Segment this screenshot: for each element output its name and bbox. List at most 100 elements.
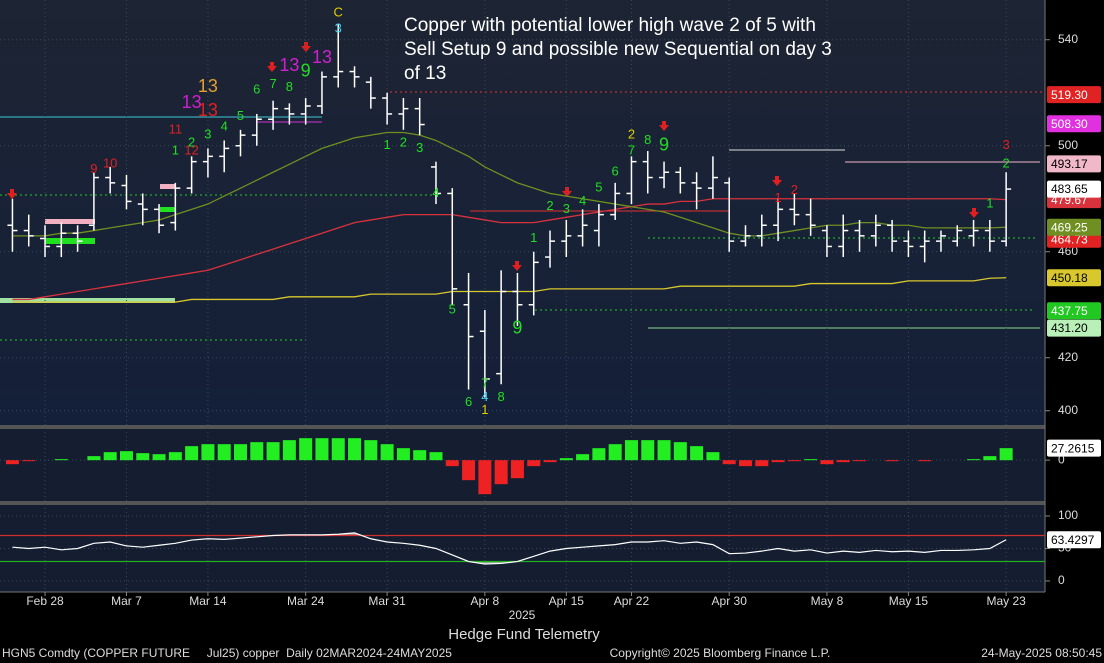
td-count: 9 xyxy=(90,161,97,176)
source: Hedge Fund Telemetry xyxy=(448,626,600,643)
price-tag xyxy=(1047,115,1101,133)
price-tag-label: 469.25 xyxy=(1051,220,1088,234)
histogram-bar xyxy=(755,460,769,467)
y-tick-label: 100 xyxy=(1058,508,1078,522)
x-tick-label: May 8 xyxy=(811,594,844,608)
td-count: 5 xyxy=(595,180,602,195)
histogram-bar xyxy=(983,456,997,461)
price-tag-label: 464.73 xyxy=(1051,232,1088,246)
rsi-line xyxy=(12,532,1007,565)
td-count: 2 xyxy=(791,182,798,197)
td-count: 4 xyxy=(481,389,488,404)
histogram-bar xyxy=(673,442,687,461)
td-count: 10 xyxy=(103,156,117,171)
histogram-bar xyxy=(54,459,68,461)
histogram-bar xyxy=(348,438,362,461)
price-tag-label: 27.2615 xyxy=(1051,441,1095,455)
arrow xyxy=(772,176,782,186)
histogram-bar xyxy=(22,460,36,462)
histogram-bar xyxy=(185,446,199,461)
td-count: 1 xyxy=(172,142,179,157)
price-tag xyxy=(1047,218,1101,236)
histogram-bar xyxy=(738,460,752,467)
y-tick-label: 0 xyxy=(1058,573,1065,587)
histogram-bar xyxy=(624,440,638,461)
td-count: 5 xyxy=(237,108,244,123)
price-tag-label: 508.30 xyxy=(1051,117,1088,131)
td-count: 7 xyxy=(269,76,276,91)
histogram-bar xyxy=(771,460,785,463)
x-tick-label: May 15 xyxy=(889,594,929,608)
level-band xyxy=(160,184,175,189)
td-count: 2 xyxy=(1003,156,1010,171)
y-tick-label: 500 xyxy=(1058,138,1078,152)
price-tag xyxy=(1047,269,1101,287)
level-band xyxy=(45,219,95,224)
y-tick-label: 400 xyxy=(1058,403,1078,417)
price-tag xyxy=(1047,302,1101,320)
histogram-bar xyxy=(510,460,524,479)
histogram-bar xyxy=(217,444,231,461)
histogram-bar xyxy=(429,452,443,461)
td-count: 3 xyxy=(563,201,570,216)
td-count: 9 xyxy=(512,317,522,337)
td-count: 6 xyxy=(612,164,619,179)
td-count: 2 xyxy=(188,135,195,150)
histogram-bar xyxy=(722,460,736,465)
td-count: 1 xyxy=(530,230,537,245)
price-tag-label: 483.65 xyxy=(1051,182,1088,196)
td-count: 1 xyxy=(383,137,390,152)
x-tick-label: Apr 15 xyxy=(549,594,585,608)
chart-title: Sell Setup 9 and possible new Sequential… xyxy=(404,39,832,60)
histogram-bar xyxy=(836,460,850,463)
moving-average xyxy=(12,277,1007,303)
price-tag-label: 493.17 xyxy=(1051,157,1088,171)
y-tick-label: 0 xyxy=(1058,452,1065,466)
arrow xyxy=(301,42,311,52)
histogram-bar xyxy=(5,460,19,465)
histogram-bar xyxy=(918,460,932,462)
price-tag xyxy=(1047,180,1101,198)
histogram-bar xyxy=(559,458,573,461)
histogram-bar xyxy=(853,460,867,462)
td-count: C xyxy=(334,5,343,20)
td-count: 7 xyxy=(481,376,488,391)
price-tag xyxy=(1047,86,1101,104)
td-count: 8 xyxy=(644,132,651,147)
td-count: 2 xyxy=(400,135,407,150)
copyright: Copyright© 2025 Bloomberg Finance L.P. xyxy=(610,646,831,660)
td-count: 8 xyxy=(498,389,505,404)
histogram-bar xyxy=(706,452,720,461)
histogram-bar xyxy=(445,460,459,467)
td-count: 13 xyxy=(198,76,218,96)
y-tick-label: 420 xyxy=(1058,350,1078,364)
arrow xyxy=(512,261,522,271)
level-band xyxy=(160,207,175,212)
histogram-bar xyxy=(168,452,182,461)
arrow xyxy=(267,62,277,72)
histogram-bar xyxy=(494,460,508,485)
td-count: 1 xyxy=(481,402,488,417)
td-count: 4 xyxy=(432,185,439,200)
histogram-bar xyxy=(152,454,166,461)
histogram-bar xyxy=(364,440,378,461)
histogram-bar xyxy=(820,460,834,465)
arrow xyxy=(969,208,979,218)
td-count: 7 xyxy=(628,142,635,157)
price-tag xyxy=(1047,319,1101,337)
histogram-bar xyxy=(690,446,704,461)
price-tag-label: 437.75 xyxy=(1051,304,1088,318)
x-tick-label: Mar 24 xyxy=(287,594,325,608)
separator xyxy=(0,425,1045,429)
histogram-bar xyxy=(136,453,150,461)
histogram-bar xyxy=(657,440,671,461)
x-tick-label: Mar 14 xyxy=(189,594,227,608)
td-count: 12 xyxy=(184,142,198,157)
price-tag xyxy=(1047,531,1101,549)
histogram-bar xyxy=(103,452,117,461)
td-count: 6 xyxy=(253,82,260,97)
price-tag xyxy=(1047,155,1101,173)
price-tag-label: 450.18 xyxy=(1051,271,1088,285)
td-count: 13 xyxy=(182,92,202,112)
